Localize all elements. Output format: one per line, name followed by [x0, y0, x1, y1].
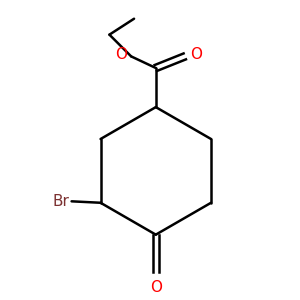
Text: O: O [115, 47, 127, 62]
Text: Br: Br [52, 194, 69, 209]
Text: O: O [190, 47, 202, 62]
Text: O: O [150, 280, 162, 295]
